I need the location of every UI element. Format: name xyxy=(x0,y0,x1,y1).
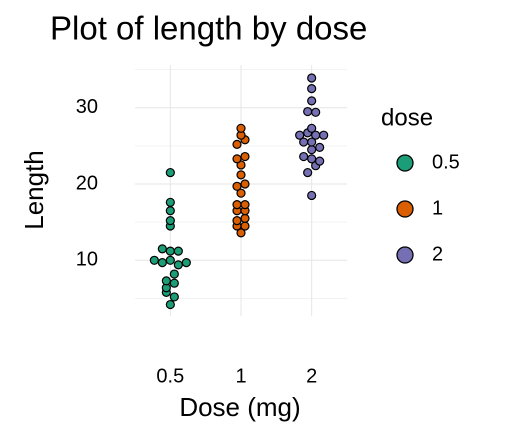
legend-marker xyxy=(396,154,414,172)
y-axis-label: Length xyxy=(19,150,49,230)
dot xyxy=(232,181,242,191)
dot xyxy=(240,213,250,223)
y-tick-label: 10 xyxy=(76,249,98,271)
dot xyxy=(303,167,313,178)
x-tick-label: 2 xyxy=(306,365,317,387)
dot xyxy=(165,299,175,310)
dot xyxy=(232,139,242,149)
dot xyxy=(240,221,250,231)
dot xyxy=(307,96,317,106)
dot xyxy=(240,200,250,210)
dot xyxy=(169,292,179,302)
dot xyxy=(307,123,317,133)
legend-marker xyxy=(396,200,414,218)
dot xyxy=(165,206,175,216)
legend-marker xyxy=(396,246,414,264)
dot xyxy=(311,107,321,117)
dot xyxy=(165,255,175,265)
dot xyxy=(165,216,175,226)
dot xyxy=(169,278,179,288)
dot xyxy=(173,246,183,256)
dot xyxy=(307,73,317,83)
dot xyxy=(169,269,179,279)
legend-label: 0.5 xyxy=(432,151,460,173)
dot xyxy=(157,257,167,268)
y-tick-label: 30 xyxy=(76,96,98,118)
dot xyxy=(295,130,305,140)
dot xyxy=(307,84,317,94)
dot xyxy=(240,151,250,162)
dot xyxy=(173,260,183,270)
dot xyxy=(303,106,313,117)
dot xyxy=(236,188,246,198)
x-tick-label: 1 xyxy=(235,365,246,387)
dot xyxy=(315,156,325,166)
dot xyxy=(319,130,329,140)
legend-title: dose xyxy=(381,104,433,131)
dot xyxy=(161,276,171,286)
dot xyxy=(236,228,246,238)
dot xyxy=(236,123,246,133)
dot xyxy=(315,142,325,152)
chart-title: Plot of length by dose xyxy=(50,10,367,47)
dot xyxy=(232,154,242,164)
dot xyxy=(181,257,191,268)
dot xyxy=(307,137,317,147)
legend-label: 1 xyxy=(432,197,443,219)
y-tick-label: 20 xyxy=(76,172,98,194)
dot xyxy=(240,179,250,189)
dot xyxy=(307,145,317,155)
dot xyxy=(236,170,246,180)
dot xyxy=(232,200,242,210)
dot xyxy=(299,151,309,162)
dot xyxy=(307,190,317,201)
dot xyxy=(165,167,175,178)
dot xyxy=(149,255,159,265)
x-axis-label: Dose (mg) xyxy=(179,392,300,422)
dot xyxy=(232,216,242,226)
dot xyxy=(165,246,175,256)
dot xyxy=(165,197,175,207)
x-tick-label: 0.5 xyxy=(156,365,184,387)
legend-label: 2 xyxy=(432,243,443,265)
dot xyxy=(307,154,317,164)
dot xyxy=(157,244,167,254)
